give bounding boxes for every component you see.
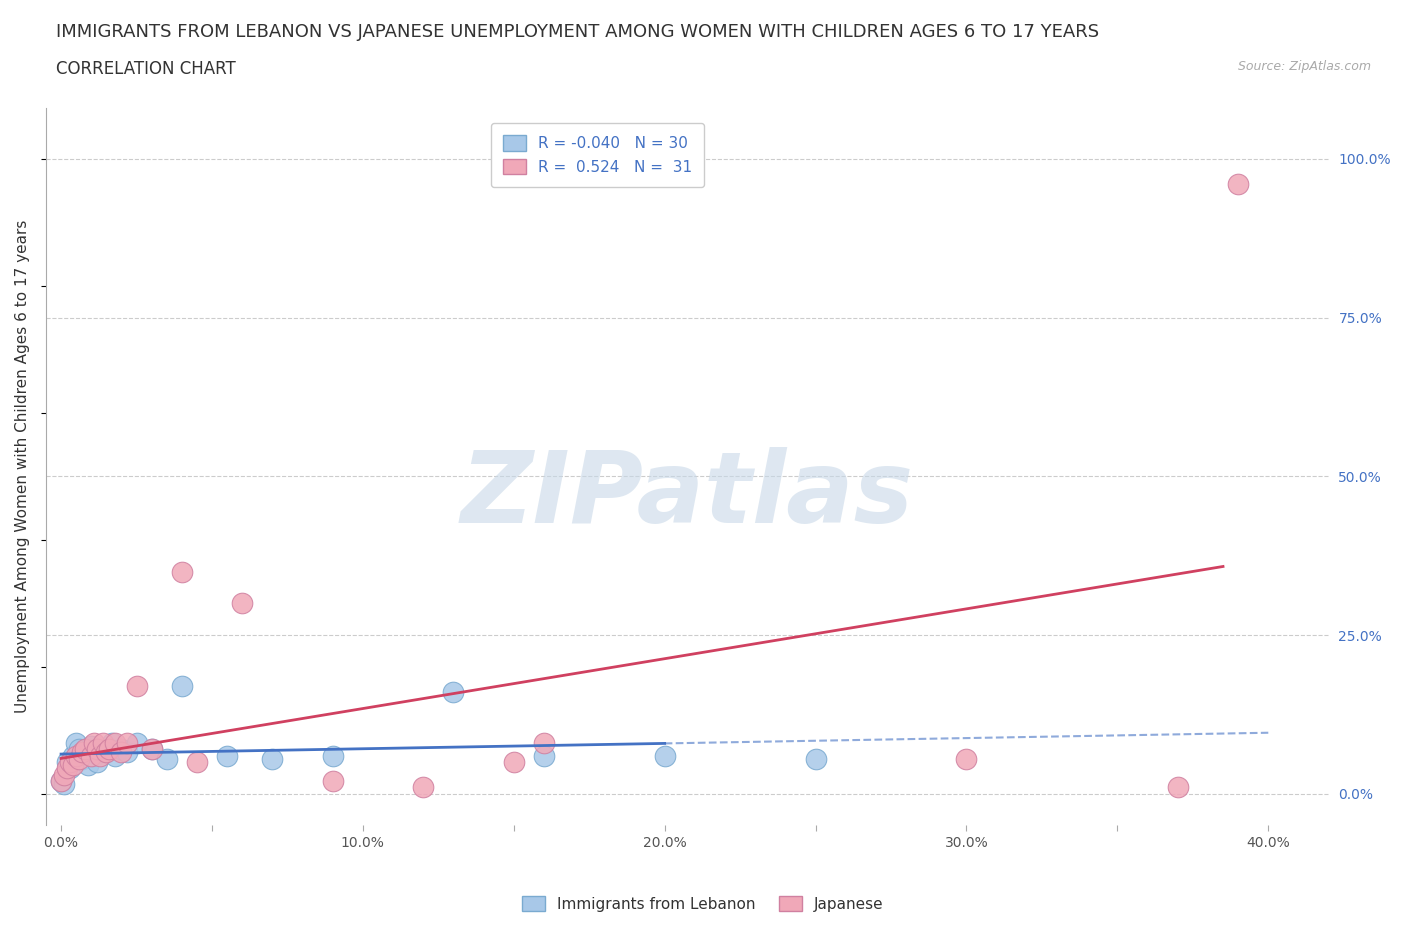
Point (170, 565, 193, 579)
Point (441, 684, 464, 699)
Point (955, 751, 977, 766)
Point (89, 742, 111, 757)
Point (80, 749, 103, 764)
Text: CORRELATION CHART: CORRELATION CHART (56, 60, 236, 78)
Point (65, 749, 87, 764)
Point (96, 745, 118, 760)
Point (141, 742, 163, 757)
Point (231, 596, 253, 611)
Point (141, 742, 163, 757)
Point (96, 745, 118, 760)
Point (654, 749, 676, 764)
Point (75, 745, 97, 760)
Point (77, 758, 100, 773)
Point (98, 742, 121, 757)
Point (1167, 780, 1189, 795)
Legend: R = -0.040   N = 30, R =  0.524   N =  31: R = -0.040 N = 30, R = 0.524 N = 31 (491, 123, 704, 187)
Point (110, 745, 132, 760)
Point (56, 754, 79, 769)
Point (91, 736, 114, 751)
Point (125, 678, 148, 693)
Point (533, 736, 555, 751)
Point (412, 780, 434, 795)
Point (110, 742, 132, 757)
Point (104, 749, 127, 764)
Text: IMMIGRANTS FROM LEBANON VS JAPANESE UNEMPLOYMENT AMONG WOMEN WITH CHILDREN AGES : IMMIGRANTS FROM LEBANON VS JAPANESE UNEM… (56, 23, 1099, 41)
Point (62, 749, 84, 764)
Point (322, 749, 344, 764)
Point (56, 761, 79, 776)
Point (83, 749, 105, 764)
Point (86, 754, 108, 769)
Point (70, 745, 93, 760)
Point (117, 745, 139, 760)
Point (322, 774, 344, 789)
Point (104, 736, 127, 751)
Point (125, 736, 148, 751)
Point (86, 742, 108, 757)
Point (186, 754, 208, 769)
Point (53, 777, 76, 791)
Point (83, 736, 105, 751)
Point (89, 749, 111, 764)
Point (502, 754, 524, 769)
Point (156, 751, 179, 766)
Point (59, 754, 82, 769)
Point (170, 678, 193, 693)
Point (53, 767, 76, 782)
Point (262, 751, 284, 766)
Point (67, 742, 90, 757)
Point (70, 751, 93, 766)
Point (59, 761, 82, 776)
Point (117, 736, 139, 751)
Y-axis label: Unemployment Among Women with Children Ages 6 to 17 years: Unemployment Among Women with Children A… (15, 220, 30, 713)
Point (1227, 177, 1250, 192)
Point (49, 774, 72, 789)
Point (49, 774, 72, 789)
Point (67, 751, 90, 766)
Point (80, 738, 103, 753)
Point (62, 758, 84, 773)
Point (65, 736, 87, 751)
Point (75, 742, 97, 757)
Legend: Immigrants from Lebanon, Japanese: Immigrants from Lebanon, Japanese (516, 889, 890, 918)
Point (804, 751, 827, 766)
Point (215, 749, 238, 764)
Text: Source: ZipAtlas.com: Source: ZipAtlas.com (1237, 60, 1371, 73)
Point (533, 749, 555, 764)
Point (101, 736, 124, 751)
Text: ZIPatlas: ZIPatlas (461, 447, 914, 544)
